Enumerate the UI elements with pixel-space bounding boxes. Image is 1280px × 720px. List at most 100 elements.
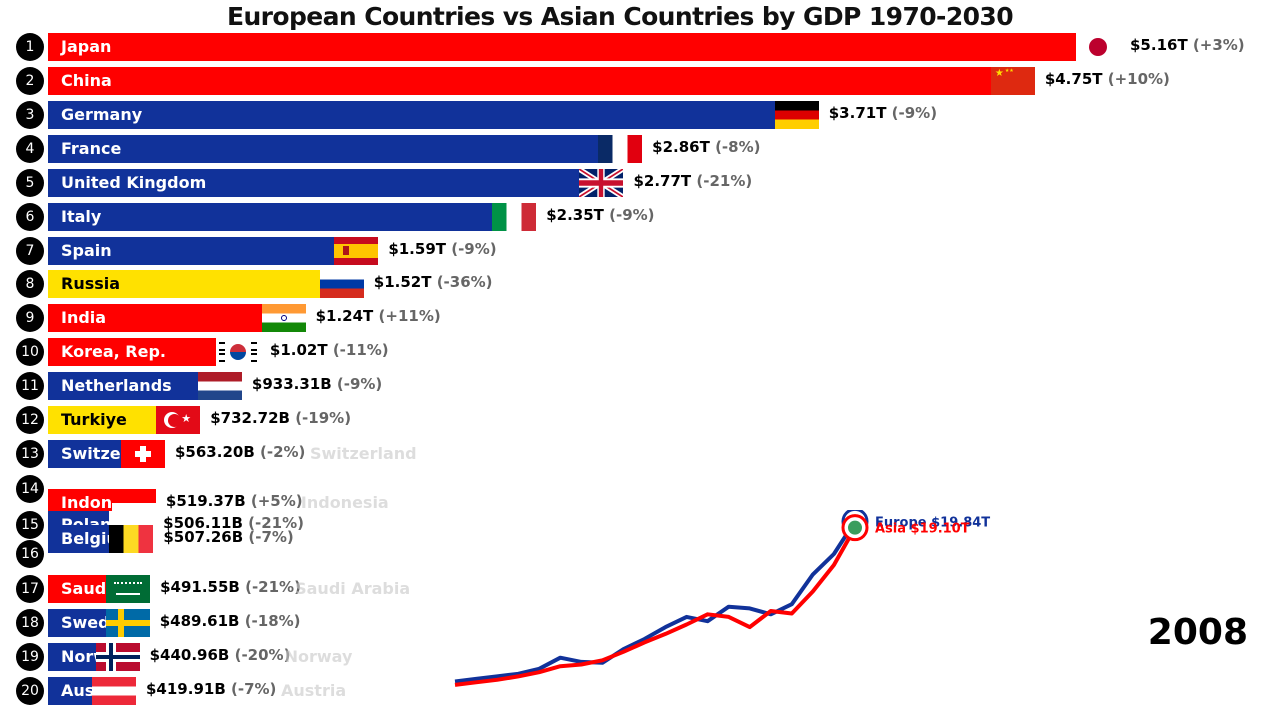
bar-japan: Japan — [48, 33, 1120, 61]
ghost-label-indonesia: Indonesia — [300, 493, 389, 512]
rank-badge-4: 4 — [16, 135, 44, 163]
value-label-turkiye: $732.72B (-19%) — [210, 404, 351, 432]
series-label-asia: Asia $19.10T — [875, 522, 970, 537]
bar-label-italy: Italy — [61, 207, 102, 226]
ghost-label-norway: Norway — [284, 647, 353, 666]
rank-badge-8: 8 — [16, 270, 44, 298]
gdp-value: $732.72B — [210, 409, 290, 427]
gdp-value: $491.55B — [160, 578, 240, 596]
bar-label-united-kingdom: United Kingdom — [61, 173, 207, 192]
france-flag-icon — [598, 135, 643, 163]
gdp-value: $1.02T — [269, 341, 328, 359]
bar-india: India — [48, 304, 306, 332]
bar-label-russia: Russia — [61, 274, 121, 293]
bar-label-turkiye: Turkiye — [61, 410, 127, 429]
gdp-change: (-2%) — [254, 443, 306, 461]
rank-badge-11: 11 — [16, 372, 44, 400]
value-label-sweden: $489.61B (-18%) — [160, 607, 301, 635]
value-label-netherlands: $933.31B (-9%) — [252, 370, 382, 398]
bar-label-japan: Japan — [61, 37, 112, 56]
saudi-flag-icon — [106, 575, 151, 603]
gdp-change: (-20%) — [229, 646, 291, 664]
gdp-value: $1.24T — [315, 307, 374, 325]
value-label-poland: $506.11B (-21%) — [163, 509, 304, 537]
gdp-value: $1.59T — [388, 240, 446, 258]
gdp-value: $519.37B — [165, 492, 246, 510]
gdp-value: $489.61B — [159, 612, 240, 630]
india-flag-icon — [261, 304, 306, 332]
bar-france: France — [48, 135, 643, 163]
value-label-spain: $1.59T (-9%) — [388, 235, 496, 263]
gdp-change: (+3%) — [1187, 36, 1245, 54]
value-label-switzerland: $563.20B (-2%) — [175, 438, 305, 466]
gdp-value: $440.96B — [149, 646, 230, 664]
gdp-value: $1.52T — [373, 273, 432, 291]
ghost-label-saudi-arabia: Saudi Arabia — [295, 579, 411, 598]
value-label-italy: $2.35T (-9%) — [546, 201, 654, 229]
value-label-united-kingdom: $2.77T (-21%) — [633, 167, 752, 195]
series-label-europe: Europe $19.84T — [875, 515, 990, 530]
value-label-russia: $1.52T (-36%) — [374, 268, 493, 296]
gdp-change: (-9%) — [331, 375, 383, 393]
bar-switzerland: Switzerland — [48, 440, 165, 468]
gdp-value: $507.26B — [163, 528, 244, 546]
bar-label-germany: Germany — [61, 105, 143, 124]
rank-badge-5: 5 — [16, 169, 44, 197]
chart-title: European Countries vs Asian Countries by… — [227, 2, 1014, 31]
rank-badge-1: 1 — [16, 33, 44, 61]
gdp-change: (-7%) — [225, 680, 277, 698]
sweden-flag-icon — [105, 609, 150, 637]
gdp-change: (-19%) — [289, 409, 352, 427]
value-label-france: $2.86T (-8%) — [652, 133, 760, 161]
netherlands-flag-icon — [197, 372, 242, 400]
gdp-change: (-21%) — [239, 578, 301, 596]
bar-label-china: China — [61, 71, 112, 90]
globe-icon — [848, 520, 862, 535]
switzerland-flag-icon — [121, 440, 165, 468]
belgium-flag-icon — [109, 525, 154, 553]
gdp-change: (-8%) — [709, 138, 761, 156]
bar-germany: Germany — [48, 101, 819, 129]
austria-flag-icon — [92, 677, 136, 705]
value-label-belgium: $507.26B (-7%) — [163, 523, 293, 551]
value-label-india: $1.24T (+11%) — [316, 302, 441, 330]
value-label-norway: $440.96B (-20%) — [150, 641, 291, 669]
gdp-value: $2.86T — [652, 138, 710, 156]
gdp-change: (-11%) — [327, 341, 389, 359]
germany-flag-icon — [774, 101, 819, 129]
rank-badge-2: 2 — [16, 67, 44, 95]
gdp-change: (-7%) — [243, 528, 294, 546]
spain-flag-icon — [334, 237, 379, 265]
gdp-value: $933.31B — [251, 375, 332, 393]
rank-badge-20: 20 — [16, 677, 44, 705]
bar-label-netherlands: Netherlands — [61, 376, 172, 395]
gdp-change: (-21%) — [242, 514, 304, 532]
rank-badge-9: 9 — [16, 304, 44, 332]
uk-flag-icon — [579, 169, 624, 197]
bar-spain: Spain — [48, 237, 379, 265]
gdp-change: (+5%) — [245, 492, 303, 510]
bar-united-kingdom: United Kingdom — [48, 169, 624, 197]
rank-badge-3: 3 — [16, 101, 44, 129]
line-chart: Europe $19.84T Asia $19.10T — [450, 507, 1010, 710]
gdp-value: $2.35T — [546, 206, 604, 224]
bar-sweden: Sweden — [48, 609, 150, 637]
bar-china: China ★ ★★ — [48, 67, 1035, 95]
series-line-asia — [454, 526, 857, 687]
bar-russia: Russia — [48, 270, 364, 298]
gdp-value: $563.20B — [175, 443, 255, 461]
rank-badge-12: 12 — [16, 406, 44, 434]
value-label-korea-rep-: $1.02T (-11%) — [270, 336, 389, 364]
gdp-change: (-21%) — [691, 172, 753, 190]
gdp-change: (-9%) — [886, 104, 938, 122]
turkey-flag-icon: ★ — [156, 406, 201, 434]
japan-flag-icon — [1076, 33, 1120, 61]
rank-badge-7: 7 — [16, 237, 44, 265]
gdp-change: (-9%) — [603, 206, 655, 224]
value-label-japan: $5.16T (+3%) — [1130, 31, 1245, 59]
bar-saudi-arabia: Saudi Arabia — [48, 575, 151, 603]
korea-flag-icon — [215, 338, 260, 366]
ghost-label-switzerland: Switzerland — [310, 444, 417, 463]
